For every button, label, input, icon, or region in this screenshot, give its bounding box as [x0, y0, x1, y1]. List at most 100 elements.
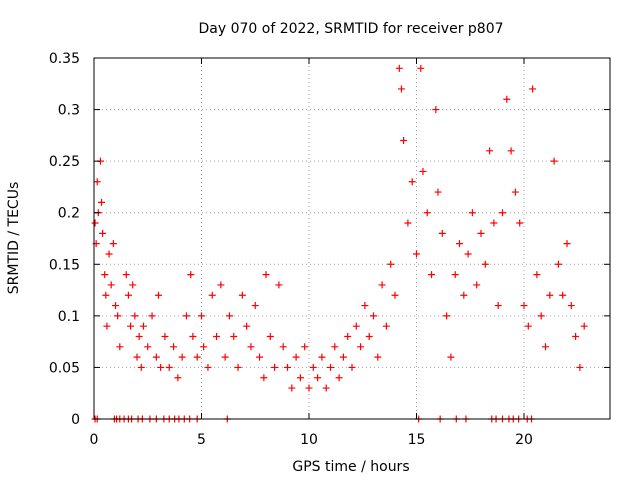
- data-point: [550, 157, 558, 165]
- data-point: [423, 209, 431, 217]
- data-point: [327, 363, 334, 371]
- data-point: [193, 353, 201, 361]
- data-point: [567, 302, 575, 310]
- y-tick-label: 0.1: [58, 309, 80, 325]
- data-point: [417, 64, 425, 72]
- data-point: [554, 260, 562, 268]
- data-point: [520, 302, 528, 310]
- x-axis-label: GPS time / hours: [292, 459, 409, 475]
- data-point: [456, 240, 463, 248]
- data-point: [292, 353, 300, 361]
- data-point: [357, 343, 365, 351]
- data-point: [404, 219, 412, 227]
- data-point: [200, 343, 208, 351]
- data-point: [391, 291, 399, 299]
- data-point: [213, 332, 221, 340]
- data-point: [230, 332, 238, 340]
- data-point: [133, 353, 141, 361]
- data-point: [284, 363, 291, 371]
- x-tick-label: 20: [515, 432, 533, 448]
- x-tick-label: 10: [300, 432, 318, 448]
- data-point: [460, 291, 468, 299]
- data-point: [217, 281, 225, 289]
- x-tick-label: 0: [90, 432, 99, 448]
- data-point: [187, 271, 195, 279]
- data-point: [144, 343, 152, 351]
- data-point: [178, 353, 186, 361]
- data-point: [112, 302, 119, 310]
- data-point: [107, 281, 115, 289]
- data-point: [288, 384, 296, 392]
- data-point: [93, 178, 101, 186]
- data-point: [208, 291, 216, 299]
- x-tick-label: 5: [197, 432, 206, 448]
- data-point: [225, 312, 233, 320]
- data-point: [262, 271, 270, 279]
- data-point: [537, 312, 545, 320]
- data-point: [395, 64, 403, 72]
- data-point: [348, 363, 356, 371]
- data-point: [563, 240, 571, 248]
- data-point: [170, 343, 178, 351]
- y-tick-label: 0.35: [49, 51, 80, 67]
- data-point: [99, 229, 107, 237]
- y-tick-label: 0: [71, 412, 80, 428]
- data-point: [155, 291, 162, 299]
- data-point: [494, 302, 502, 310]
- data-point: [382, 322, 390, 330]
- data-point: [98, 198, 106, 206]
- data-point: [152, 353, 160, 361]
- data-point: [432, 106, 440, 114]
- data-point: [507, 147, 515, 155]
- data-point: [165, 363, 173, 371]
- data-point: [309, 363, 317, 371]
- data-point: [438, 229, 446, 237]
- data-point: [279, 343, 287, 351]
- y-axis-label: SRMTID / TECUs: [6, 182, 22, 295]
- data-point: [542, 343, 549, 351]
- data-point: [271, 363, 279, 371]
- data-point: [109, 240, 117, 248]
- data-point: [318, 353, 326, 361]
- data-point: [529, 85, 537, 93]
- y-tick-label: 0.3: [58, 103, 80, 119]
- data-point: [137, 363, 145, 371]
- data-point: [127, 322, 135, 330]
- data-points: [91, 64, 588, 423]
- data-point: [124, 291, 132, 299]
- data-point: [473, 281, 481, 289]
- chart-title: Day 070 of 2022, SRMTID for receiver p80…: [198, 21, 503, 37]
- data-point: [335, 374, 343, 382]
- data-point: [161, 332, 169, 340]
- data-point: [378, 281, 386, 289]
- data-point: [105, 250, 113, 258]
- x-tick-label: 15: [408, 432, 426, 448]
- data-point: [503, 95, 511, 103]
- data-point: [174, 374, 182, 382]
- data-point: [251, 302, 259, 310]
- data-point: [464, 250, 472, 258]
- data-point: [129, 281, 137, 289]
- axis-ticks: 0 5 10 15 20 0 0.05 0.1 0.15 0.2 0.25 0.3 0.35: [49, 51, 610, 448]
- data-point: [559, 291, 567, 299]
- data-point: [305, 384, 313, 392]
- data-point: [301, 343, 309, 351]
- data-point: [331, 343, 339, 351]
- data-point: [116, 343, 124, 351]
- data-point: [580, 322, 588, 330]
- data-point: [400, 137, 408, 145]
- data-point: [365, 332, 373, 340]
- data-point: [428, 271, 436, 279]
- data-point: [157, 363, 165, 371]
- data-point: [221, 353, 229, 361]
- data-point: [443, 312, 451, 320]
- data-point: [114, 312, 122, 320]
- data-point: [266, 332, 274, 340]
- data-point: [243, 322, 251, 330]
- data-point: [339, 353, 347, 361]
- data-point: [546, 291, 554, 299]
- data-point: [516, 219, 524, 227]
- data-point: [572, 332, 580, 340]
- data-point: [247, 343, 255, 351]
